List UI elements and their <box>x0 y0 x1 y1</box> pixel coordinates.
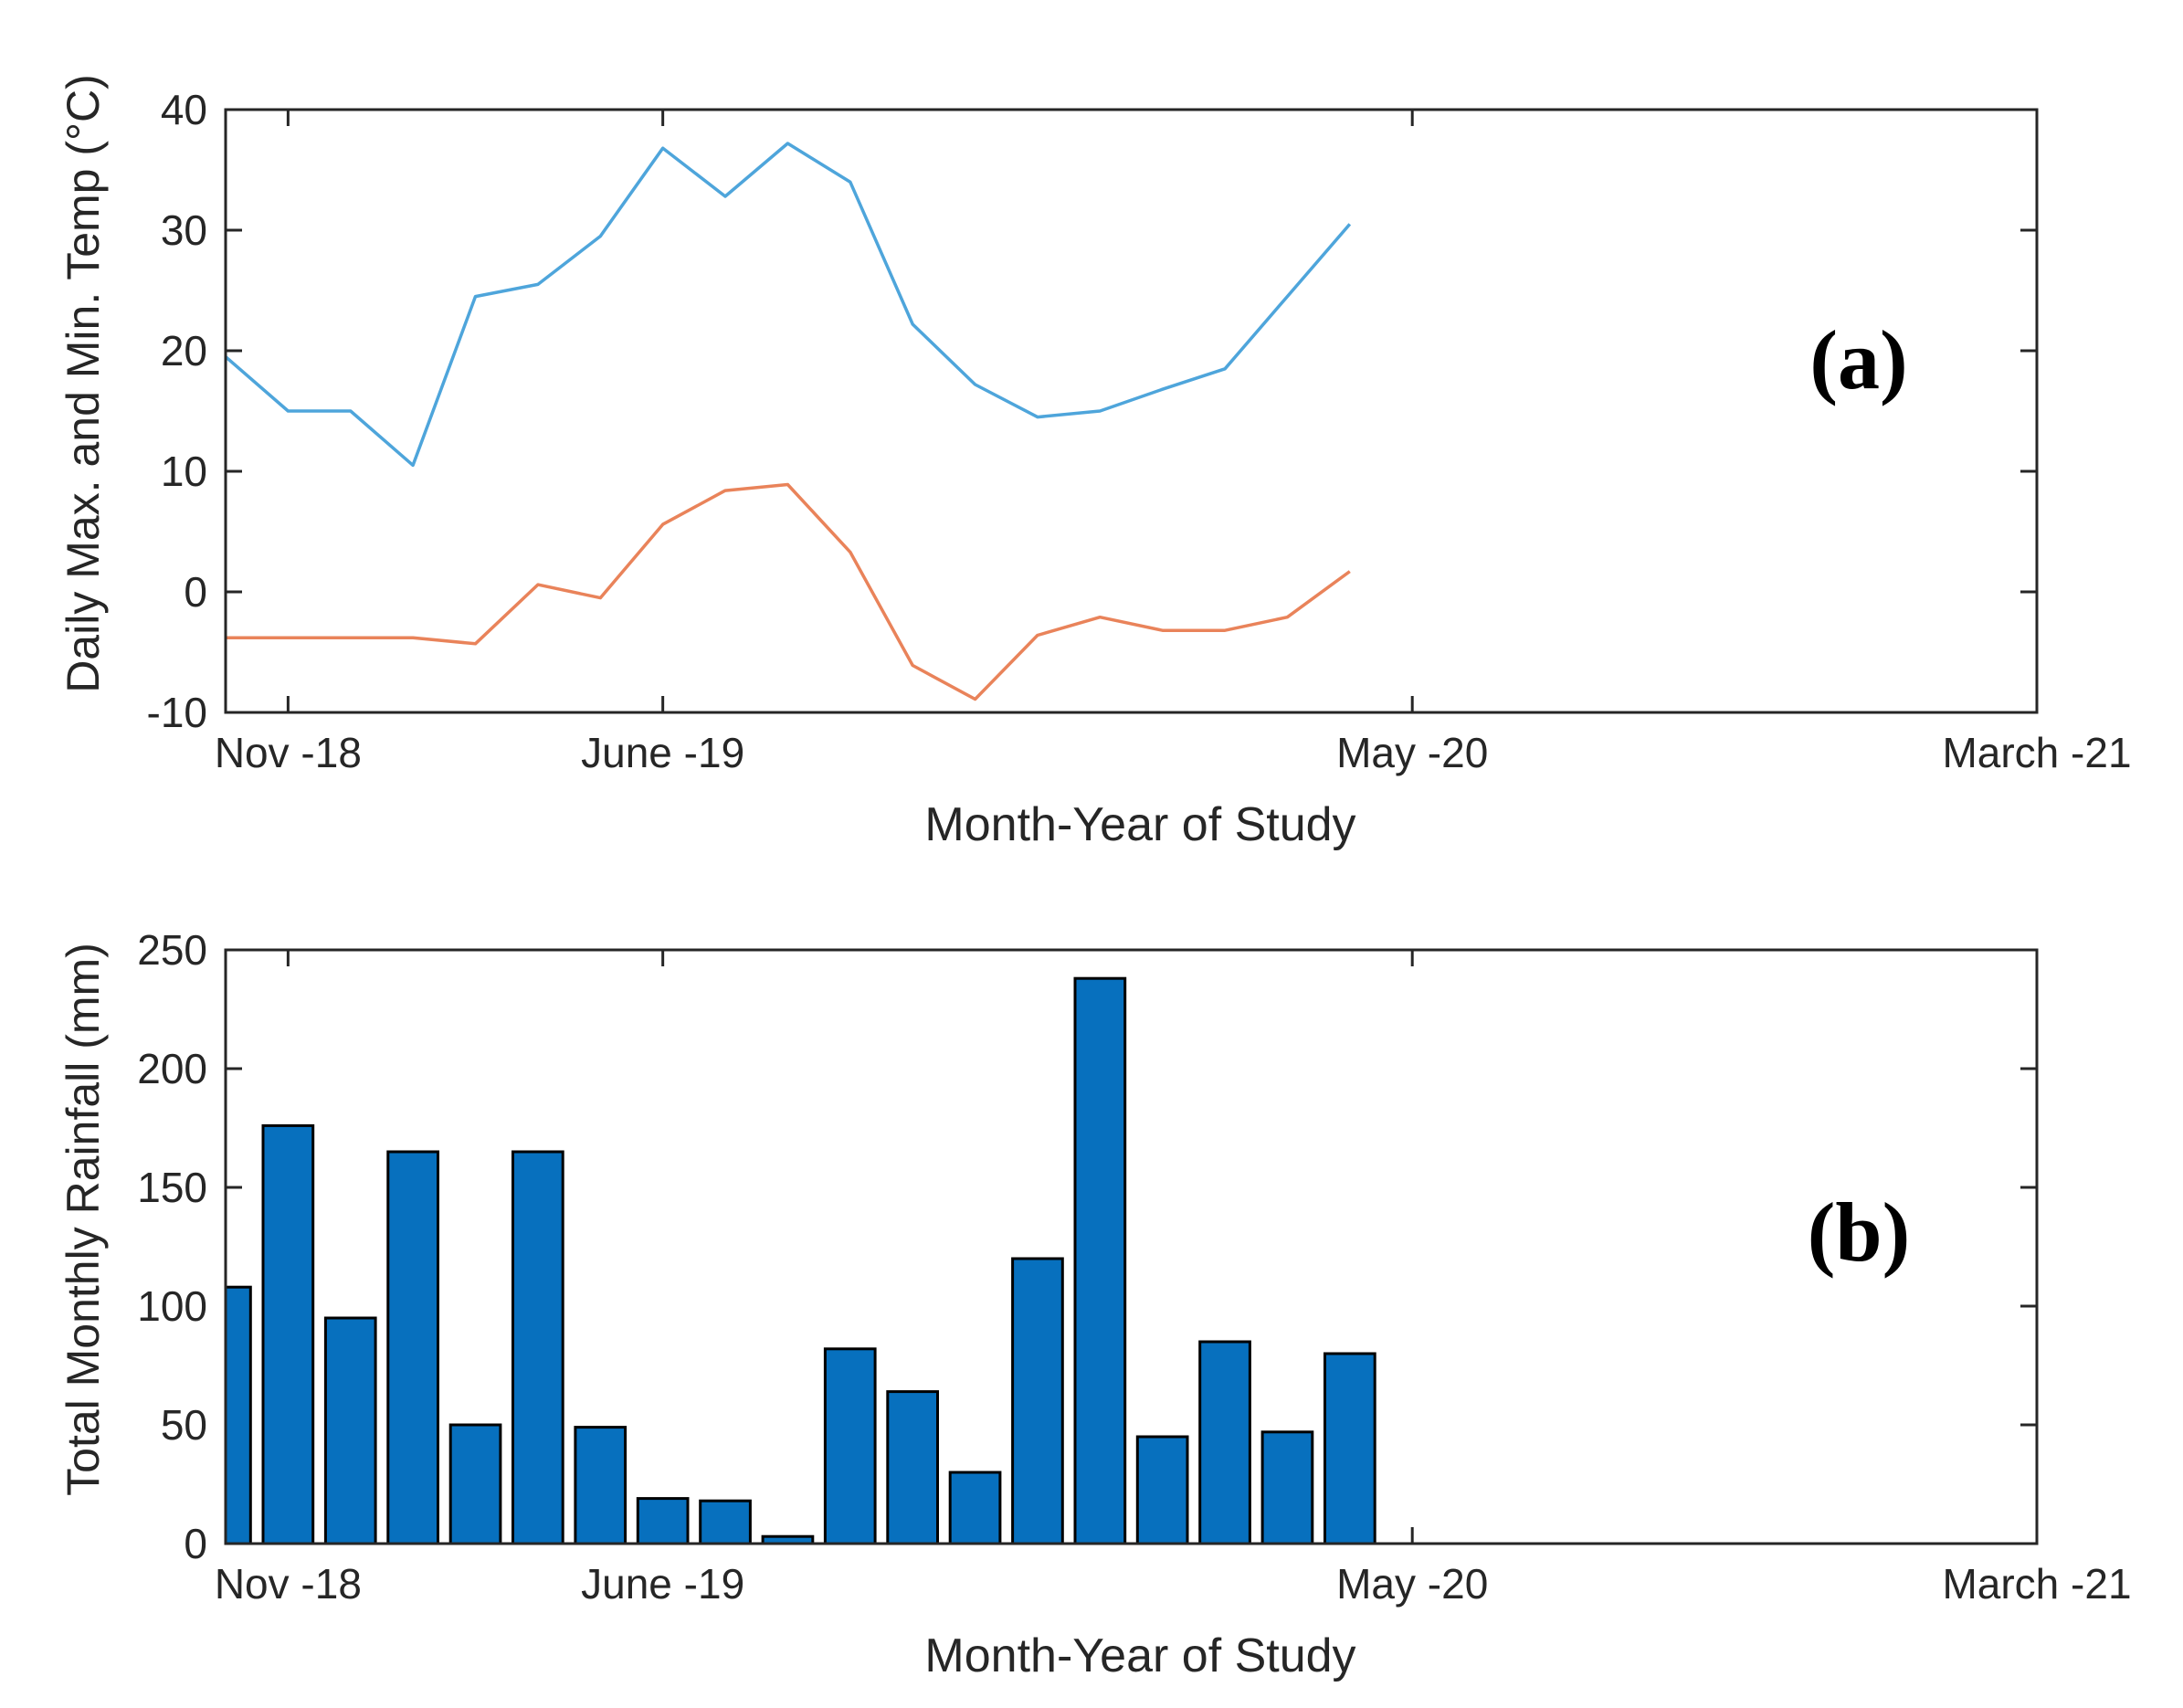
temperature-ytick-label: 0 <box>184 568 207 616</box>
temperature-chart: -10 0 10 20 30 40 Nov -18 June -19 May -20 March… <box>58 74 2132 851</box>
rainfall-bar <box>948 1471 1002 1544</box>
temperature-xtick-label: March -21 <box>1942 729 2131 776</box>
rainfall-xtick-label: Nov -18 <box>215 1560 362 1608</box>
temperature-x-axis-label: Month-Year of Study <box>924 798 1355 851</box>
temperature-ytick-label: 10 <box>161 448 207 495</box>
temperature-ytick-label: 30 <box>161 206 207 254</box>
temperature-y-axis-label: Daily Max. and Min. Temp (°C) <box>58 74 109 693</box>
rainfall-chart: 0 50 100 150 200 250 Nov -18 June -19 May -20 Ma… <box>58 926 2132 1682</box>
rainfall-bar <box>886 1390 939 1544</box>
temperature-ytick-label: 40 <box>161 86 207 133</box>
rainfall-ytick-label: 0 <box>184 1520 207 1567</box>
rainfall-plot-frame <box>224 948 2039 1545</box>
temperature-ytick-label: -10 <box>147 689 207 736</box>
max-temp-line <box>224 142 1352 468</box>
rainfall-bar <box>699 1499 752 1544</box>
rainfall-bar <box>386 1150 439 1544</box>
rainfall-bar <box>1324 1352 1376 1544</box>
rainfall-ytick-label: 150 <box>137 1164 207 1211</box>
rainfall-bar <box>261 1123 315 1544</box>
rainfall-bar <box>1198 1340 1251 1544</box>
rainfall-bar <box>323 1316 377 1544</box>
rainfall-xtick-label: May -20 <box>1336 1560 1488 1608</box>
rainfall-y-axis-label: Total Monthly Rainfall (mm) <box>58 943 109 1496</box>
rainfall-ytick-label: 250 <box>137 926 207 974</box>
rainfall-ytick-label: 200 <box>137 1045 207 1092</box>
rainfall-xtick-label: June -19 <box>581 1560 744 1608</box>
rainfall-bar <box>226 1285 252 1544</box>
rainfall-bar <box>1011 1257 1064 1544</box>
rainfall-bar <box>574 1426 627 1544</box>
min-temp-line <box>226 482 1351 701</box>
rainfall-xtick-label: March -21 <box>1942 1560 2131 1608</box>
rainfall-bar <box>1135 1435 1189 1544</box>
rainfall-bar <box>1260 1430 1314 1544</box>
panel-label-a: (a) <box>1809 313 1907 406</box>
temperature-xtick-label: May -20 <box>1336 729 1488 776</box>
rainfall-bar <box>511 1150 564 1544</box>
rainfall-bar <box>1073 976 1127 1544</box>
rainfall-bar <box>448 1423 502 1544</box>
temperature-ytick-label: 20 <box>161 327 207 374</box>
temperature-xtick-label: June -19 <box>581 729 744 776</box>
rainfall-ytick-label: 100 <box>137 1282 207 1330</box>
temperature-xtick-label: Nov -18 <box>215 729 362 776</box>
temperature-plot-frame <box>224 108 2039 714</box>
rainfall-ytick-label: 50 <box>161 1401 207 1449</box>
rainfall-bar <box>636 1497 690 1544</box>
panel-label-b: (b) <box>1808 1186 1910 1279</box>
rainfall-bar <box>823 1347 877 1544</box>
rainfall-x-axis-label: Month-Year of Study <box>924 1629 1355 1682</box>
